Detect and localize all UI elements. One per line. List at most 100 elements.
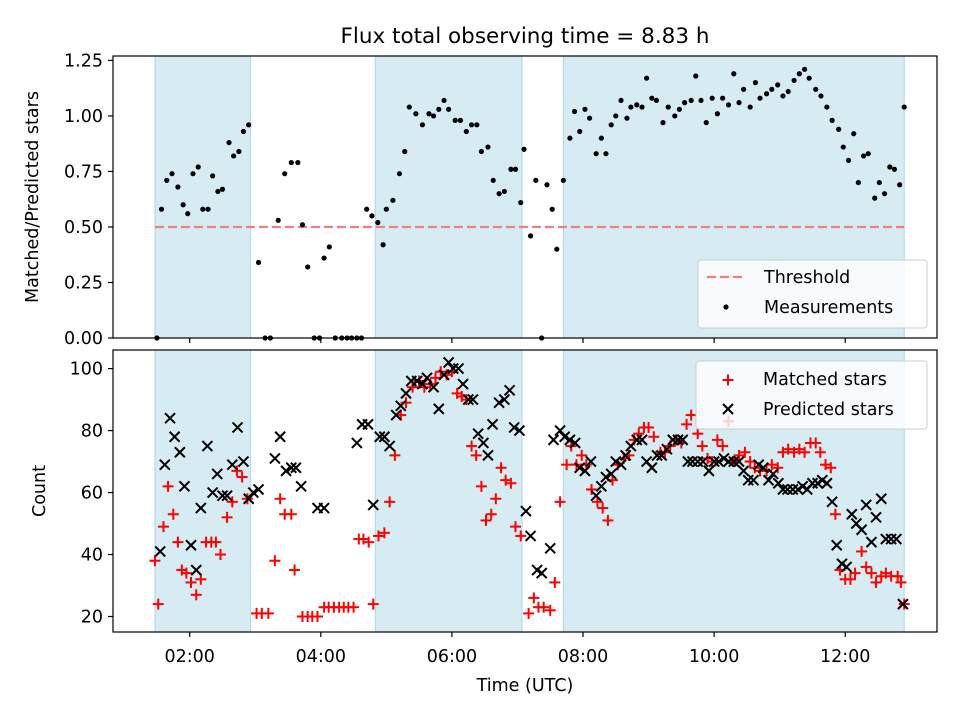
y-tick-label: 1.25 bbox=[64, 51, 103, 71]
cross-stroke bbox=[185, 539, 197, 551]
y-tick-label: 0.50 bbox=[64, 218, 103, 238]
predicted-star-point bbox=[742, 474, 754, 486]
predicted-star-point bbox=[154, 545, 166, 558]
cross-stroke bbox=[503, 384, 516, 396]
matched-star-point bbox=[274, 493, 286, 505]
predicted-star-point bbox=[477, 437, 490, 449]
legend-matched-label: Matched stars bbox=[763, 370, 887, 390]
matched-star-point bbox=[215, 549, 227, 561]
cross-stroke bbox=[585, 455, 597, 468]
predicted-star-point bbox=[486, 418, 499, 431]
predicted-star-point bbox=[544, 542, 556, 555]
cross-stroke bbox=[447, 362, 459, 375]
matched-star-point bbox=[389, 449, 401, 461]
predicted-star-point bbox=[318, 502, 330, 514]
legend: Matched stars Predicted stars bbox=[695, 360, 928, 430]
y-tick-label: 0.25 bbox=[64, 273, 103, 293]
cross-stroke bbox=[713, 455, 725, 468]
predicted-star-point bbox=[231, 421, 244, 434]
cross-stroke bbox=[836, 558, 848, 570]
predicted-star-point bbox=[713, 455, 725, 468]
predicted-star-point bbox=[860, 499, 872, 511]
predicted-star-point bbox=[631, 434, 643, 446]
predicted-star-point bbox=[467, 393, 479, 406]
measurement-point bbox=[305, 264, 311, 270]
measurement-point bbox=[672, 113, 678, 119]
measurement-point bbox=[577, 128, 583, 135]
cross-stroke bbox=[547, 434, 560, 446]
matched-star-point bbox=[157, 521, 169, 533]
cross-stroke bbox=[362, 418, 374, 431]
cross-stroke bbox=[452, 362, 465, 375]
matched-star-point bbox=[485, 508, 497, 520]
cross-stroke bbox=[880, 533, 892, 545]
matched-star-point bbox=[681, 418, 693, 430]
predicted-star-point bbox=[190, 564, 202, 576]
measurement-point bbox=[226, 139, 232, 146]
measurement-point bbox=[860, 153, 867, 159]
predicted-star-point bbox=[206, 486, 219, 499]
matched-star-point bbox=[799, 446, 811, 458]
measurement-point bbox=[369, 213, 375, 219]
matched-star-point bbox=[648, 431, 660, 443]
matched-star-point bbox=[495, 462, 507, 474]
matched-star-point bbox=[523, 607, 535, 619]
cross-stroke bbox=[564, 434, 576, 446]
measurement-point bbox=[169, 171, 175, 177]
measurement-point bbox=[205, 206, 211, 212]
y-tick-label: 0.00 bbox=[64, 329, 103, 349]
matched-star-point bbox=[744, 456, 756, 468]
cross-stroke bbox=[821, 477, 833, 489]
measurement-point bbox=[164, 177, 170, 183]
predicted-star-point bbox=[247, 486, 259, 499]
cross-stroke bbox=[772, 477, 785, 489]
measurement-point bbox=[653, 97, 660, 104]
predicted-star-point bbox=[547, 434, 560, 446]
cross-stroke bbox=[569, 437, 581, 449]
cross-stroke bbox=[247, 486, 259, 499]
cross-stroke bbox=[651, 449, 663, 462]
measurement-point bbox=[288, 159, 294, 166]
measurement-point bbox=[533, 177, 539, 183]
predicted-star-point bbox=[610, 455, 622, 468]
matched-star-point bbox=[210, 536, 222, 548]
cross-stroke bbox=[221, 489, 233, 502]
predicted-star-point bbox=[708, 455, 720, 468]
cross-stroke bbox=[708, 455, 720, 468]
measurement-point bbox=[676, 106, 682, 112]
matched-star-point bbox=[167, 508, 179, 520]
predicted-star-point bbox=[890, 533, 903, 545]
predicted-star-point bbox=[462, 393, 475, 406]
predicted-star-point bbox=[676, 434, 689, 446]
measurement-point bbox=[457, 117, 464, 123]
measurement-point bbox=[185, 211, 191, 217]
measurement-point bbox=[660, 120, 666, 126]
matched-star-point bbox=[348, 601, 360, 613]
predicted-star-point bbox=[524, 530, 537, 542]
measurement-point bbox=[796, 71, 802, 77]
predicted-star-point bbox=[722, 455, 735, 468]
matched-star-point bbox=[829, 508, 841, 520]
predicted-star-point bbox=[897, 598, 909, 610]
matched-star-point bbox=[844, 573, 856, 585]
measurement-point bbox=[478, 148, 485, 155]
cross-stroke bbox=[168, 431, 181, 443]
cross-stroke bbox=[781, 483, 794, 496]
cross-stroke bbox=[747, 474, 760, 486]
predicted-star-point bbox=[374, 431, 386, 443]
measurement-point bbox=[720, 95, 726, 101]
cross-stroke bbox=[378, 431, 391, 443]
measurement-point bbox=[380, 242, 386, 248]
predicted-star-point bbox=[269, 452, 281, 465]
cross-stroke bbox=[554, 424, 566, 437]
cross-stroke bbox=[164, 412, 176, 424]
cross-stroke bbox=[237, 455, 250, 468]
matched-star-point bbox=[528, 592, 540, 604]
measurement-point bbox=[698, 97, 704, 104]
matched-star-point bbox=[739, 446, 751, 458]
observing-window bbox=[154, 349, 252, 633]
predicted-star-point bbox=[595, 480, 608, 493]
cross-stroke bbox=[295, 480, 307, 493]
